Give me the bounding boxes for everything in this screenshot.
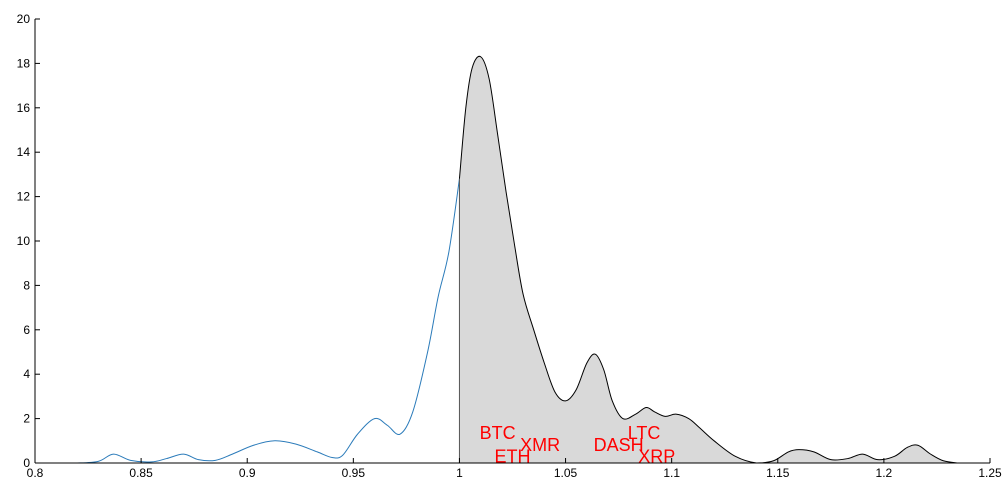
x-tick-label: 1.2 [876, 466, 893, 480]
annotation-xrp: XRP [638, 446, 675, 466]
x-tick-label: 0.95 [342, 466, 366, 480]
y-tick-label: 16 [17, 101, 31, 115]
density-curve-shaded [458, 55, 959, 464]
y-tick-label: 4 [23, 367, 30, 381]
x-tick-label: 1 [456, 466, 463, 480]
shaded-area [459, 56, 959, 464]
density-curve-layer [35, 55, 959, 464]
y-tick-label: 2 [23, 412, 30, 426]
x-tick-label: 1.15 [766, 466, 790, 480]
annotation-eth: ETH [495, 446, 531, 466]
x-tick-label: 0.9 [239, 466, 256, 480]
y-tick-label: 18 [17, 56, 31, 70]
annotation-xmr: XMR [520, 435, 560, 455]
x-tick-label: 1.25 [978, 466, 1002, 480]
y-tick-label: 0 [23, 456, 30, 470]
x-axis-ticks: 0.8 0.85 0.9 0.95 1 1.05 1.1 1.15 1.2 1.25 [27, 458, 1002, 480]
x-tick-label: 0.8 [27, 466, 44, 480]
x-tick-label: 1.05 [554, 466, 578, 480]
x-tick-label: 0.85 [129, 466, 153, 480]
y-tick-label: 8 [23, 278, 30, 292]
annotation-dash: DASH [594, 435, 644, 455]
shaded-area-layer [459, 56, 959, 464]
y-tick-label: 12 [17, 190, 31, 204]
annotation-btc: BTC [480, 423, 516, 443]
density-curve-unshaded [35, 178, 460, 464]
y-tick-label: 20 [17, 12, 31, 26]
y-axis-ticks: 0 2 4 6 8 10 12 14 16 18 20 [17, 12, 40, 470]
y-tick-label: 6 [23, 323, 30, 337]
x-tick-label: 1.1 [663, 466, 680, 480]
y-tick-label: 14 [17, 145, 31, 159]
annotation-ltc: LTC [628, 423, 661, 443]
y-tick-label: 10 [17, 234, 31, 248]
